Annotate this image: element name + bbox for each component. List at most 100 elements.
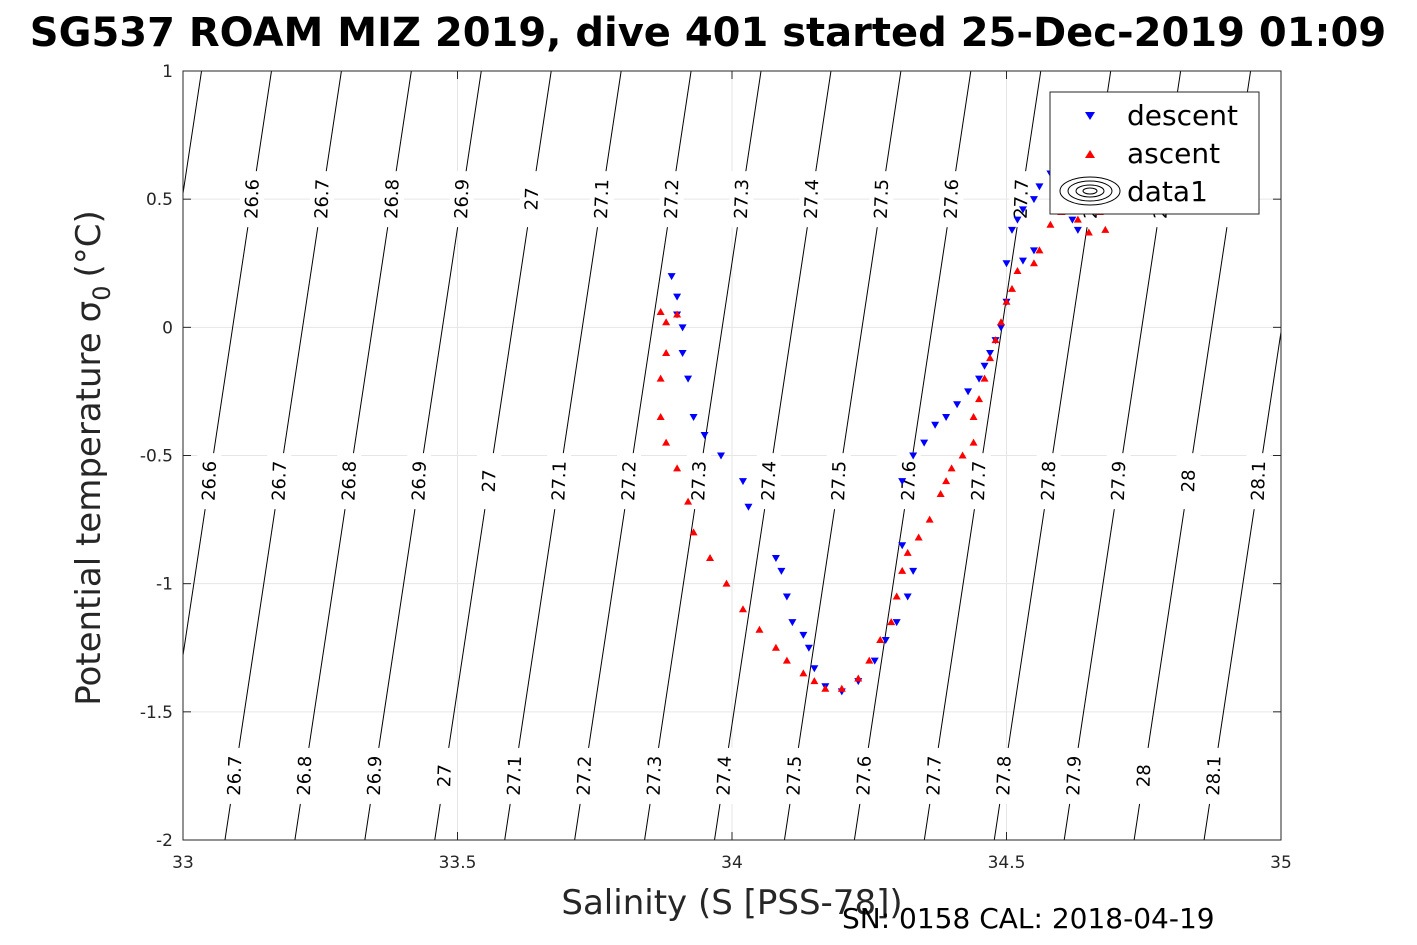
y-axis-label-unit: (°C) [69,210,109,277]
contour-label: 27.8 [1038,461,1060,502]
ascent-point [1046,220,1055,228]
descent-point [980,362,989,370]
contour-label: 27.7 [1011,179,1033,220]
contour-label: 26.7 [224,755,246,796]
contour-label-bg [477,453,502,510]
contour-label: 26.7 [269,461,291,502]
descent-point [942,414,951,422]
legend-descent-marker [1085,112,1095,120]
x-tick-label: 33 [172,853,194,873]
descent-point [997,324,1006,332]
ascent-point [854,674,863,682]
footer-serial-cal: SN: 0158 CAL: 2018-04-19 [842,902,1215,935]
contour-label: 27.6 [941,179,963,220]
ascent-point [936,489,945,497]
contour-label-bg [966,453,991,510]
descent-point [777,567,786,575]
contour-label-bg [826,453,851,510]
descent-point [898,542,907,550]
ascent-point [892,592,901,600]
contour-label: 28.1 [1203,755,1225,796]
y-tick-label: -1 [156,575,173,595]
legend-descent-label: descent [1127,99,1238,132]
contour-label: 27.1 [504,755,526,796]
contour-label: 26.9 [451,179,473,220]
contour-label-bg [869,171,894,228]
contour-label: 27 [434,764,456,788]
ascent-point [662,348,671,356]
descent-point [738,478,747,486]
ascent-point [876,636,885,644]
ascent-point [689,528,698,536]
contour-label-bg [222,747,247,804]
contour-label: 27.9 [1063,755,1085,796]
contour-label: 27.5 [828,461,850,502]
descent-point [892,619,901,627]
contour-label: 27.1 [591,179,613,220]
descent-point [1018,206,1027,214]
descent-point [903,593,912,601]
x-axis-ticks: 33 33.5 34 34.5 35 [172,71,1292,873]
ascent-point [887,618,896,626]
descent-point [1029,247,1038,255]
ascent-point [673,464,682,472]
contour-label-bg [642,747,667,804]
descent-point [870,657,879,665]
contour-label: 27.6 [898,461,920,502]
contour-label-bg [362,747,387,804]
contour-label-bg [1036,453,1061,510]
ascent-point [903,548,912,556]
descent-point [975,375,984,383]
descent-point [1035,183,1044,191]
descent-point [898,478,907,486]
contour-label-bg [1131,747,1156,804]
legend: descent ascent data1 [1049,91,1260,215]
contour-label-bg [686,453,711,510]
y-tick-label: -1.5 [140,703,173,723]
contour-label-bg [1106,453,1131,510]
contour-label: 27 [479,469,501,493]
contour-label-bg [432,747,457,804]
y-axis-label-subscript: 0 [88,285,116,300]
descent-point [684,375,693,383]
legend-data1-label: data1 [1127,175,1208,208]
legend-contour-icon [1059,176,1121,206]
descent-point [744,503,753,511]
contour-label-bg [1201,747,1226,804]
ascent-point [771,643,780,651]
ascent-point [656,307,665,315]
descent-point [678,349,687,357]
legend-box [1049,91,1260,215]
ascent-point [722,579,731,587]
contour-label-bg [922,747,947,804]
ascent-point [662,318,671,326]
contour-label: 27.5 [783,755,805,796]
contour-label-bg [502,747,527,804]
contour-label-bg [1246,453,1271,510]
contour-label-bg [852,747,877,804]
ascent-point [662,438,671,446]
x-axis-label: Salinity (S [PSS-78]) [561,883,902,923]
contour-label-bg [407,453,432,510]
contour-label-bg [267,453,292,510]
legend-ascent-label: ascent [1127,137,1220,170]
y-tick-label: 0 [162,318,173,338]
contour-label: 27.3 [731,179,753,220]
contour-label: 27.4 [714,755,736,796]
descent-point [804,644,813,652]
descent-point [1007,226,1016,234]
descent-point [1018,257,1027,265]
descent-point [964,388,973,396]
contour-label: 26.7 [311,179,333,220]
ascent-point [997,318,1006,326]
contour-label: 26.9 [364,755,386,796]
descent-point [689,414,698,422]
descent-point [673,293,682,301]
descent-point [1002,260,1011,268]
y-tick-label: -0.5 [140,447,173,467]
descent-point [1013,216,1022,224]
contour-label: 27.1 [548,461,570,502]
ascent-point [1101,225,1110,233]
descent-point [678,324,687,332]
contour-label: 27.4 [801,179,823,220]
